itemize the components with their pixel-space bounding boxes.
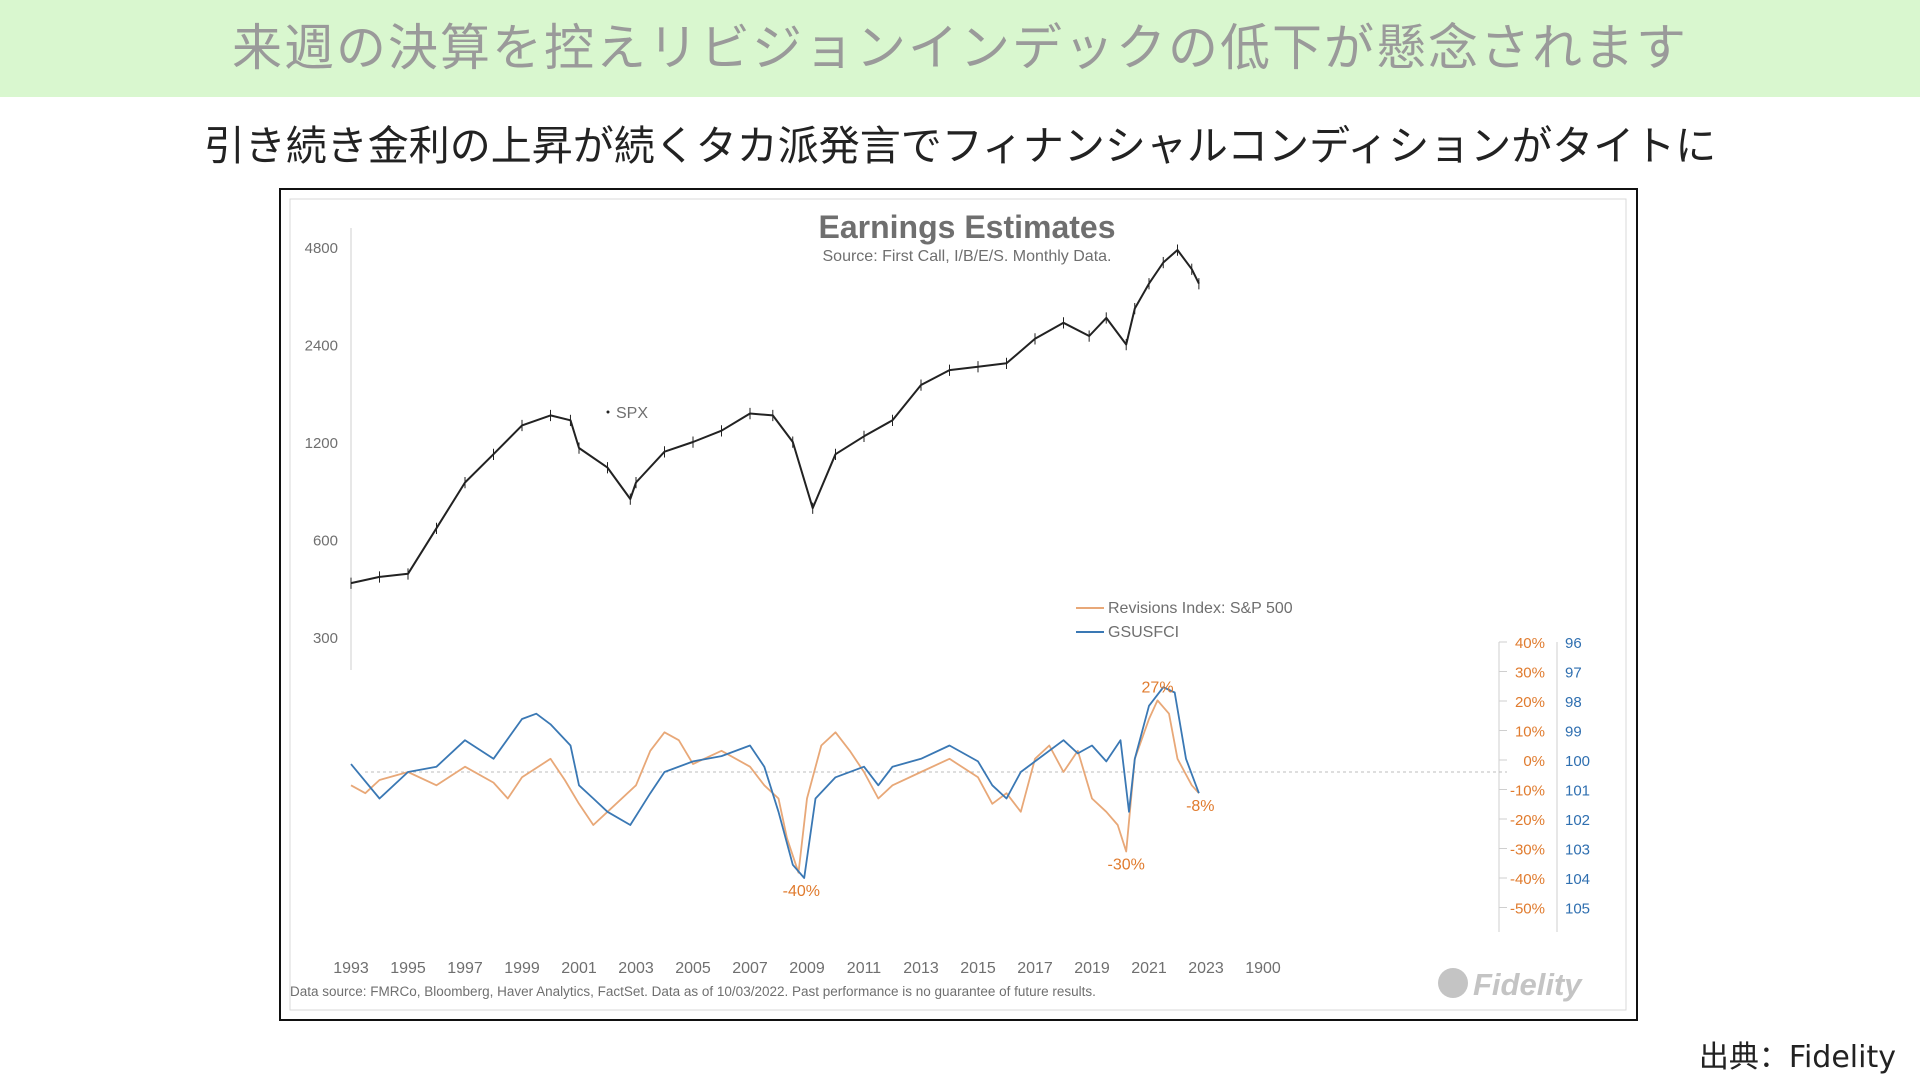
page-subtitle: 引き続き金利の上昇が続くタカ派発言でフィナンシャルコンディションがタイトに [203, 122, 1717, 170]
chart-frame: Earnings Estimates Source: First Call, I… [279, 188, 1638, 1021]
x-axis-tick-label: 2001 [561, 960, 597, 977]
annotation-label: 27% [1142, 679, 1174, 696]
right-axes: 40% 30% 20% 10% 0% -10% -20% -30% -40% -50% 96 97 98… [1498, 635, 1590, 932]
right-axis-fci-label: 99 [1565, 724, 1582, 741]
x-axis-tick-label: 2021 [1131, 960, 1167, 977]
right-axis-pct-label: 30% [1515, 665, 1545, 682]
right-axis-fci-label: 104 [1565, 871, 1590, 888]
right-axis-pct-label: -40% [1510, 871, 1545, 888]
left-axis-tick-label: 300 [313, 630, 338, 647]
left-axis-tick-label: 2400 [305, 338, 338, 355]
right-axis-fci-label: 102 [1565, 812, 1590, 829]
chart-subtitle: Source: First Call, I/B/E/S. Monthly Dat… [823, 248, 1112, 265]
x-axis-tick-label: 2013 [903, 960, 939, 977]
x-axis-tick-label: 1999 [504, 960, 540, 977]
x-axis-tick-label: 2017 [1017, 960, 1053, 977]
fidelity-logo-mark [1438, 968, 1468, 998]
right-axis-pct-label: -30% [1510, 842, 1545, 859]
right-axis-fci-label: 100 [1565, 753, 1590, 770]
right-axis-fci-label: 103 [1565, 842, 1590, 859]
x-axis-tick-label: 2009 [789, 960, 825, 977]
spx-label: SPX [616, 405, 648, 422]
right-axis-pct-label: -20% [1510, 812, 1545, 829]
left-axis-tick-label: 4800 [305, 240, 338, 257]
left-axis: 4800 2400 1200 600 300 [305, 228, 352, 670]
right-axis-pct-label: 0% [1523, 753, 1545, 770]
x-axis-tick-label: 2011 [847, 960, 882, 977]
right-axis-fci-label: 97 [1565, 665, 1582, 682]
right-axis-fci-label: 96 [1565, 635, 1582, 652]
left-axis-tick-label: 1200 [305, 435, 338, 452]
right-axis-fci-label: 101 [1565, 783, 1590, 800]
source-credit: 出典：Fidelity [1698, 1040, 1896, 1075]
x-axis-tick-label: 1900 [1245, 960, 1281, 977]
x-axis-tick-label: 2005 [675, 960, 711, 977]
annotation-label: -40% [783, 883, 820, 900]
chart-footnote: Data source: FMRCo, Bloomberg, Haver Ana… [290, 984, 1096, 999]
banner-title: 来週の決算を控えリビジョンインデックの低下が懸念されます [232, 19, 1688, 77]
legend-revisions-label: Revisions Index: S&P 500 [1108, 600, 1293, 617]
series-line-0 [350, 249, 1200, 585]
legend-gsusfci-label: GSUSFCI [1108, 624, 1179, 641]
x-axis-tick-label: 2007 [732, 960, 768, 977]
x-axis-tick-label: 1997 [447, 960, 483, 977]
fidelity-logo: Fidelity [1438, 967, 1583, 1002]
x-axis-tick-label: 2003 [618, 960, 654, 977]
spx-label-marker [606, 410, 610, 414]
x-axis-tick-label: 2023 [1188, 960, 1224, 977]
right-axis-pct-label: -10% [1510, 783, 1545, 800]
left-axis-tick-label: 600 [313, 533, 338, 550]
annotations: 27% -40% -30% -8% [783, 679, 1215, 900]
earnings-estimates-chart: Earnings Estimates Source: First Call, I… [289, 198, 1627, 1011]
x-axis-tick-label: 1993 [333, 960, 369, 977]
fidelity-logo-text: Fidelity [1473, 967, 1583, 1002]
right-axis-pct-label: -50% [1510, 901, 1545, 918]
right-axis-pct-label: 20% [1515, 694, 1545, 711]
x-axis-tick-label: 1995 [390, 960, 426, 977]
right-axis-fci-label: 105 [1565, 901, 1590, 918]
x-axis-tick-label: 2019 [1074, 960, 1110, 977]
chart-plot-border [289, 198, 1627, 1011]
x-axis: 1993 1995 1997 1999 2001 2003 2005 2007 2009 2011… [333, 960, 1281, 977]
chart-title: Earnings Estimates [819, 209, 1116, 245]
series-line-1 [350, 699, 1200, 874]
x-axis-tick-label: 2015 [960, 960, 996, 977]
right-axis-pct-label: 40% [1515, 635, 1545, 652]
right-axis-fci-label: 98 [1565, 694, 1582, 711]
annotation-label: -8% [1186, 798, 1214, 815]
series-layer [350, 244, 1200, 879]
title-banner: 来週の決算を控えリビジョンインデックの低下が懸念されます [0, 0, 1920, 97]
annotation-label: -30% [1108, 857, 1145, 874]
series-line-2 [350, 686, 1200, 879]
right-axis-pct-label: 10% [1515, 724, 1545, 741]
